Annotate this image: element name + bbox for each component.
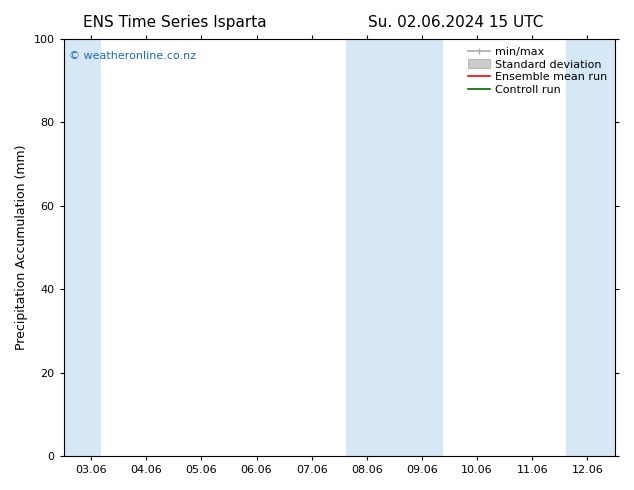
Bar [346,39,443,456]
Y-axis label: Precipitation Accumulation (mm): Precipitation Accumulation (mm) [15,145,28,350]
Text: ENS Time Series Isparta: ENS Time Series Isparta [82,15,266,30]
Bar [566,39,634,456]
Text: © weatheronline.co.nz: © weatheronline.co.nz [69,51,196,61]
Legend: min/max, Standard deviation, Ensemble mean run, Controll run: min/max, Standard deviation, Ensemble me… [463,42,612,100]
Text: Su. 02.06.2024 15 UTC: Su. 02.06.2024 15 UTC [368,15,543,30]
Bar [63,39,101,456]
